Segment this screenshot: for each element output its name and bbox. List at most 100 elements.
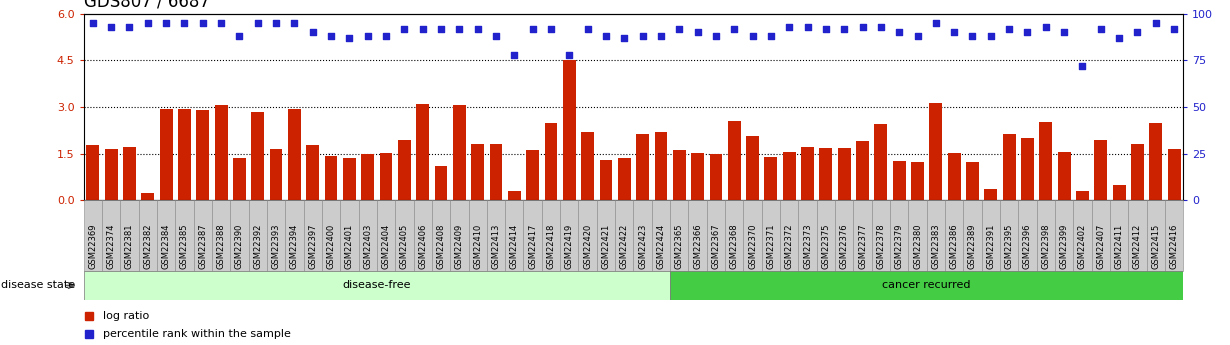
Text: GSM22380: GSM22380 [913,223,922,269]
Text: GDS807 / 6687: GDS807 / 6687 [84,0,209,10]
Bar [1000,200,1018,271]
Text: GSM22412: GSM22412 [1133,224,1141,269]
Bar [160,108,172,200]
Text: GSM22383: GSM22383 [931,223,941,269]
Point [945,30,964,35]
Text: GSM22395: GSM22395 [1005,223,1014,269]
Point [688,30,707,35]
Text: GSM22420: GSM22420 [583,224,592,269]
Bar [306,145,319,200]
Text: GSM22371: GSM22371 [766,223,775,269]
Bar [891,200,908,271]
Point [651,33,670,39]
Text: GSM22391: GSM22391 [986,223,995,269]
Bar [801,147,814,200]
Point [248,20,268,26]
Point [852,24,872,30]
Bar [1165,200,1183,271]
Text: GSM22417: GSM22417 [528,223,538,269]
Bar [1058,152,1070,200]
Bar [362,155,374,200]
Bar [434,166,448,200]
Bar [1095,139,1107,200]
Text: GSM22385: GSM22385 [180,223,189,269]
Text: log ratio: log ratio [103,311,150,321]
Text: GSM22386: GSM22386 [950,223,958,269]
Bar [212,200,230,271]
Text: GSM22373: GSM22373 [803,223,812,269]
Bar [984,189,998,200]
Bar [399,139,411,200]
Text: GSM22390: GSM22390 [235,223,244,269]
Bar [269,149,283,200]
Bar [597,200,615,271]
Point [395,26,415,31]
Point [432,26,451,31]
Bar [506,200,524,271]
Point [284,20,304,26]
Text: GSM22398: GSM22398 [1042,223,1050,269]
Bar [230,200,248,271]
Text: GSM22378: GSM22378 [876,223,886,269]
Bar [487,200,506,271]
Point [486,33,506,39]
Text: GSM22397: GSM22397 [309,223,317,269]
Bar [582,132,594,200]
Bar [652,200,670,271]
Bar [395,200,413,271]
Point [815,26,835,31]
Text: GSM22384: GSM22384 [161,223,171,269]
Bar [304,200,322,271]
Text: GSM22408: GSM22408 [437,223,445,269]
Text: GSM22394: GSM22394 [290,223,299,269]
Bar [121,200,139,271]
Bar [416,104,429,200]
Bar [691,153,704,200]
Point [798,24,818,30]
Text: GSM22401: GSM22401 [344,224,354,269]
Bar [490,144,502,200]
Bar [325,156,337,200]
Point [724,26,744,31]
Point [743,33,763,39]
Point [230,33,250,39]
Text: GSM22413: GSM22413 [492,223,501,269]
Bar [911,162,924,200]
Bar [670,271,1183,300]
Bar [617,158,631,200]
Bar [1146,200,1165,271]
Point [339,35,359,41]
Bar [157,200,175,271]
Bar [966,162,979,200]
Bar [453,106,466,200]
Point [82,20,102,26]
Text: GSM22404: GSM22404 [381,224,391,269]
Bar [86,145,100,200]
Bar [1021,138,1034,200]
Bar [508,191,520,200]
Point [780,24,800,30]
Point [504,52,524,58]
Point [982,33,1001,39]
Bar [1132,144,1144,200]
Bar [1039,122,1052,200]
Point [963,33,983,39]
Text: GSM22382: GSM22382 [143,223,153,269]
Bar [673,150,685,200]
Bar [710,155,722,200]
Point [669,26,689,31]
Bar [288,109,301,200]
Bar [432,200,450,271]
Point [138,20,157,26]
Bar [982,200,1000,271]
Text: GSM22392: GSM22392 [253,223,262,269]
Text: GSM22407: GSM22407 [1096,223,1106,269]
Point [212,20,231,26]
Point [706,33,726,39]
Point [156,20,176,26]
Bar [139,200,157,271]
Bar [1092,200,1109,271]
Bar [835,200,854,271]
Text: GSM22400: GSM22400 [326,224,336,269]
Point [908,33,927,39]
